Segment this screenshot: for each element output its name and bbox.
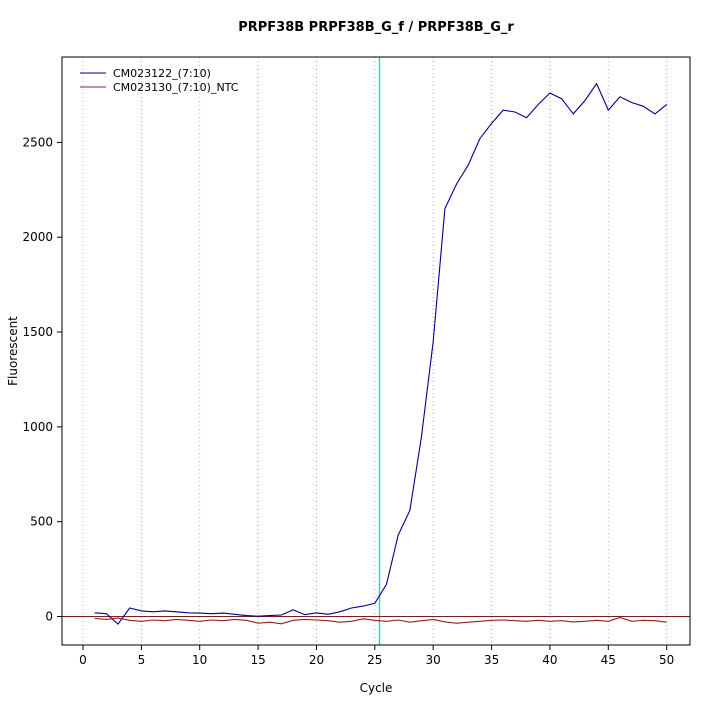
plot-box: [61, 56, 691, 646]
chart-title: PRPF38B PRPF38B_G_f / PRPF38B_G_r: [238, 20, 514, 35]
y-tick-label: 2500: [22, 135, 53, 149]
y-axis-label: Fluorescent: [6, 316, 20, 386]
x-tick-label: 0: [79, 653, 87, 667]
legend: CM023122_(7:10)CM023130_(7:10)_NTC: [80, 67, 239, 94]
y-tick-label: 0: [45, 610, 53, 624]
legend-label: CM023130_(7:10)_NTC: [113, 81, 239, 94]
y-tick-label: 1500: [22, 325, 53, 339]
x-tick-label: 40: [542, 653, 557, 667]
y-tick-label: 1000: [22, 420, 53, 434]
series-line: [94, 82, 668, 625]
legend-label: CM023122_(7:10): [113, 67, 211, 80]
x-tick-label: 15: [250, 653, 265, 667]
x-tick-label: 5: [138, 653, 146, 667]
x-tick-label: 30: [426, 653, 441, 667]
y-tick-label: 500: [30, 515, 53, 529]
x-axis-label: Cycle: [360, 681, 393, 695]
x-tick-label: 25: [367, 653, 382, 667]
y-tick-label: 2000: [22, 230, 53, 244]
x-tick-label: 10: [192, 653, 207, 667]
grid-lines: [82, 57, 668, 645]
x-tick-label: 50: [659, 653, 674, 667]
series-line: [94, 616, 667, 625]
x-tick-label: 35: [484, 653, 499, 667]
plot-border: [61, 56, 691, 646]
amplification-curves: [94, 82, 668, 625]
x-tick-label: 45: [601, 653, 616, 667]
x-tick-label: 20: [309, 653, 324, 667]
